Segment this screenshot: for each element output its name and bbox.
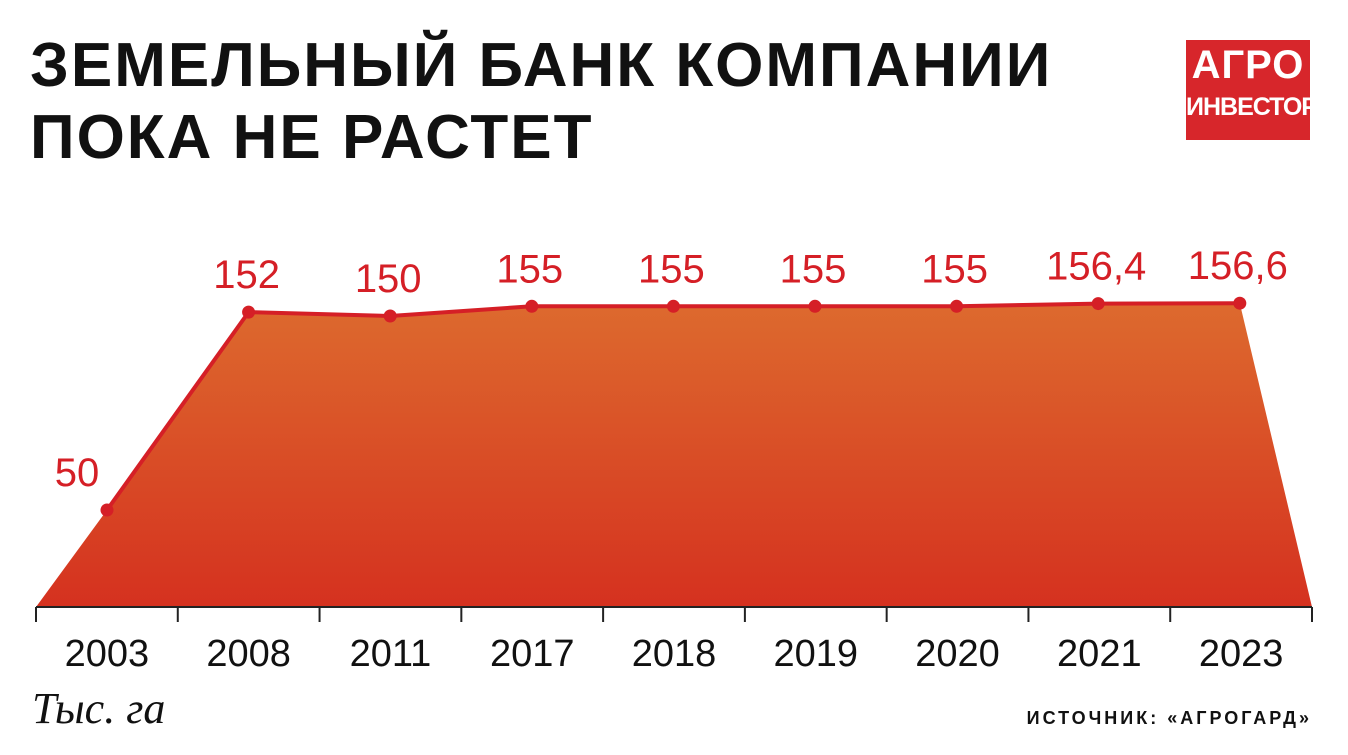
title-line-1: ЗЕМЕЛЬНЫЙ БАНК КОМПАНИИ [30, 31, 1053, 100]
value-label: 50 [55, 451, 100, 495]
x-tick-label: 2003 [65, 633, 150, 675]
value-label: 155 [638, 247, 705, 291]
value-label: 156,6 [1188, 244, 1288, 288]
value-label: 156,4 [1046, 245, 1146, 289]
area-fill [36, 303, 1312, 607]
x-tick-label: 2011 [350, 633, 432, 675]
agroinvestor-logo: АГРО ИНВЕСТОР [1186, 40, 1318, 140]
data-point [383, 309, 397, 323]
x-tick-label: 2019 [774, 633, 859, 675]
data-point [950, 299, 964, 313]
x-tick-label: 2008 [206, 633, 291, 675]
x-tick-label: 2020 [915, 633, 1000, 675]
x-tick-label: 2023 [1199, 633, 1284, 675]
unit-label: Тыс. га [32, 684, 166, 733]
value-label: 155 [780, 247, 847, 291]
x-tick-label: 2017 [490, 633, 575, 675]
data-point [1233, 296, 1247, 310]
logo-line-2: ИНВЕСТОР [1186, 93, 1318, 121]
data-point [525, 299, 539, 313]
data-point [1091, 297, 1105, 311]
value-label: 150 [355, 257, 422, 301]
source-note: ИСТОЧНИК: «АГРОГАРД» [1026, 708, 1312, 728]
chart-title: ЗЕМЕЛЬНЫЙ БАНК КОМПАНИИ ПОКА НЕ РАСТЕТ [30, 30, 1052, 174]
title-line-2: ПОКА НЕ РАСТЕТ [30, 103, 594, 172]
value-label: 155 [921, 247, 988, 291]
x-tick-label: 2018 [632, 633, 717, 675]
data-point [242, 305, 256, 319]
data-point [666, 299, 680, 313]
x-tick-label: 2021 [1057, 633, 1142, 675]
value-label: 155 [496, 247, 563, 291]
logo-line-1: АГРО [1191, 43, 1305, 87]
value-label: 152 [213, 253, 280, 297]
data-point [100, 503, 114, 517]
data-point [808, 299, 822, 313]
